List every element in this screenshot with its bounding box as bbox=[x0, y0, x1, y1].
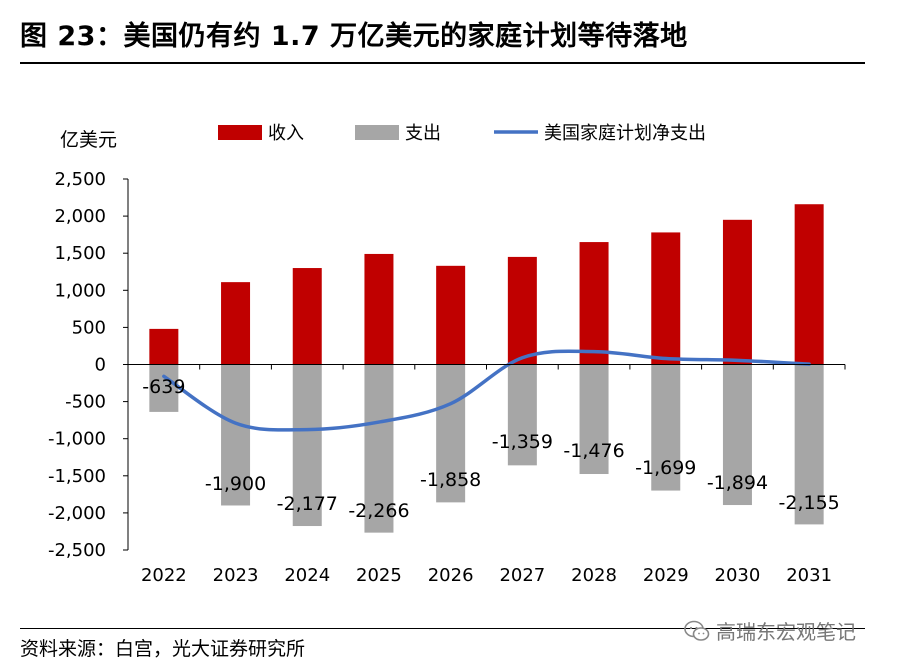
expense-bar bbox=[436, 364, 466, 503]
y-axis-label: 亿美元 bbox=[60, 129, 117, 151]
title-rule bbox=[20, 62, 865, 64]
expense-bar bbox=[794, 364, 824, 525]
expense-bar bbox=[292, 364, 322, 527]
y-tick-label: 500 bbox=[72, 317, 106, 338]
legend-expense-label: 支出 bbox=[405, 123, 441, 144]
expense-bar bbox=[722, 364, 752, 506]
source-rule bbox=[20, 628, 865, 629]
legend-income-swatch bbox=[218, 125, 262, 140]
y-tick-label: 2,500 bbox=[54, 169, 106, 190]
expense-data-label: -1,900 bbox=[205, 473, 266, 495]
y-tick-label: 0 bbox=[95, 355, 106, 376]
x-tick-label: 2024 bbox=[284, 565, 330, 586]
expense-data-label: -1,894 bbox=[707, 472, 768, 494]
x-tick-label: 2028 bbox=[571, 565, 617, 586]
data-labels: -639 -1,900 -2,177 -2,266 -1,858 -1,359 -1,476… bbox=[142, 376, 839, 522]
x-tick-label: 2022 bbox=[141, 565, 187, 586]
bars bbox=[149, 204, 824, 533]
income-bar bbox=[651, 232, 681, 365]
expense-data-label: -1,699 bbox=[635, 457, 696, 479]
watermark-text: 高瑞东宏观笔记 bbox=[716, 620, 856, 644]
expense-bar bbox=[651, 364, 681, 491]
income-bar bbox=[149, 328, 179, 365]
income-bar bbox=[221, 282, 251, 365]
y-tick-label: 1,500 bbox=[54, 243, 106, 264]
legend-expense-swatch bbox=[355, 125, 399, 140]
legend: 收入 支出 美国家庭计划净支出 bbox=[218, 123, 706, 144]
income-bar bbox=[722, 219, 752, 365]
x-tick-label: 2025 bbox=[356, 565, 402, 586]
y-tick-label: -1,000 bbox=[48, 429, 106, 450]
x-tick-label: 2026 bbox=[428, 565, 474, 586]
y-tick-label: 2,000 bbox=[54, 206, 106, 227]
legend-income-label: 收入 bbox=[268, 123, 304, 144]
wechat-icon bbox=[684, 620, 710, 641]
x-tick-label: 2027 bbox=[499, 565, 545, 586]
expense-bar bbox=[364, 364, 394, 533]
expense-data-label: -2,177 bbox=[277, 493, 338, 515]
x-tick-label: 2029 bbox=[643, 565, 689, 586]
y-tick-label: -2,000 bbox=[48, 503, 106, 524]
income-bar bbox=[579, 242, 609, 365]
x-tick-label: 2023 bbox=[213, 565, 259, 586]
expense-data-label: -1,359 bbox=[492, 431, 553, 453]
net-expenditure-line bbox=[162, 349, 811, 432]
expense-data-label: -639 bbox=[142, 376, 185, 398]
y-axis: 2,500 2,000 1,500 1,000 500 0 -500 -1,000 -1,500… bbox=[48, 169, 129, 561]
income-bar bbox=[292, 268, 322, 365]
source-note: 资料来源：白宫，光大证券研究所 bbox=[20, 638, 306, 660]
income-bar bbox=[364, 253, 394, 365]
y-tick-label: -1,500 bbox=[48, 466, 106, 487]
expense-bar bbox=[221, 364, 251, 506]
income-bar bbox=[507, 256, 537, 365]
figure-title: 图 23：美国仍有约 1.7 万亿美元的家庭计划等待落地 bbox=[20, 21, 688, 52]
y-tick-label: -2,500 bbox=[48, 540, 106, 561]
legend-net-label: 美国家庭计划净支出 bbox=[544, 123, 706, 144]
net-line bbox=[162, 349, 811, 432]
expense-bar bbox=[579, 364, 609, 475]
expense-bar bbox=[507, 364, 537, 466]
y-tick-label: -500 bbox=[65, 392, 106, 413]
x-tick-label: 2030 bbox=[715, 565, 761, 586]
expense-bar bbox=[149, 364, 179, 412]
x-tick-label: 2031 bbox=[786, 565, 832, 586]
income-bar bbox=[436, 265, 466, 365]
expense-data-label: -2,266 bbox=[348, 500, 409, 522]
income-bar bbox=[794, 204, 824, 365]
x-axis: 2022 2023 2024 2025 2026 2027 2028 2029 2030 2031 bbox=[127, 364, 846, 586]
expense-data-label: -1,476 bbox=[563, 440, 624, 462]
watermark: 高瑞东宏观笔记 bbox=[684, 616, 856, 645]
expense-data-label: -1,858 bbox=[420, 469, 481, 491]
y-tick-label: 1,000 bbox=[54, 280, 106, 301]
expense-data-label: -2,155 bbox=[779, 492, 840, 514]
